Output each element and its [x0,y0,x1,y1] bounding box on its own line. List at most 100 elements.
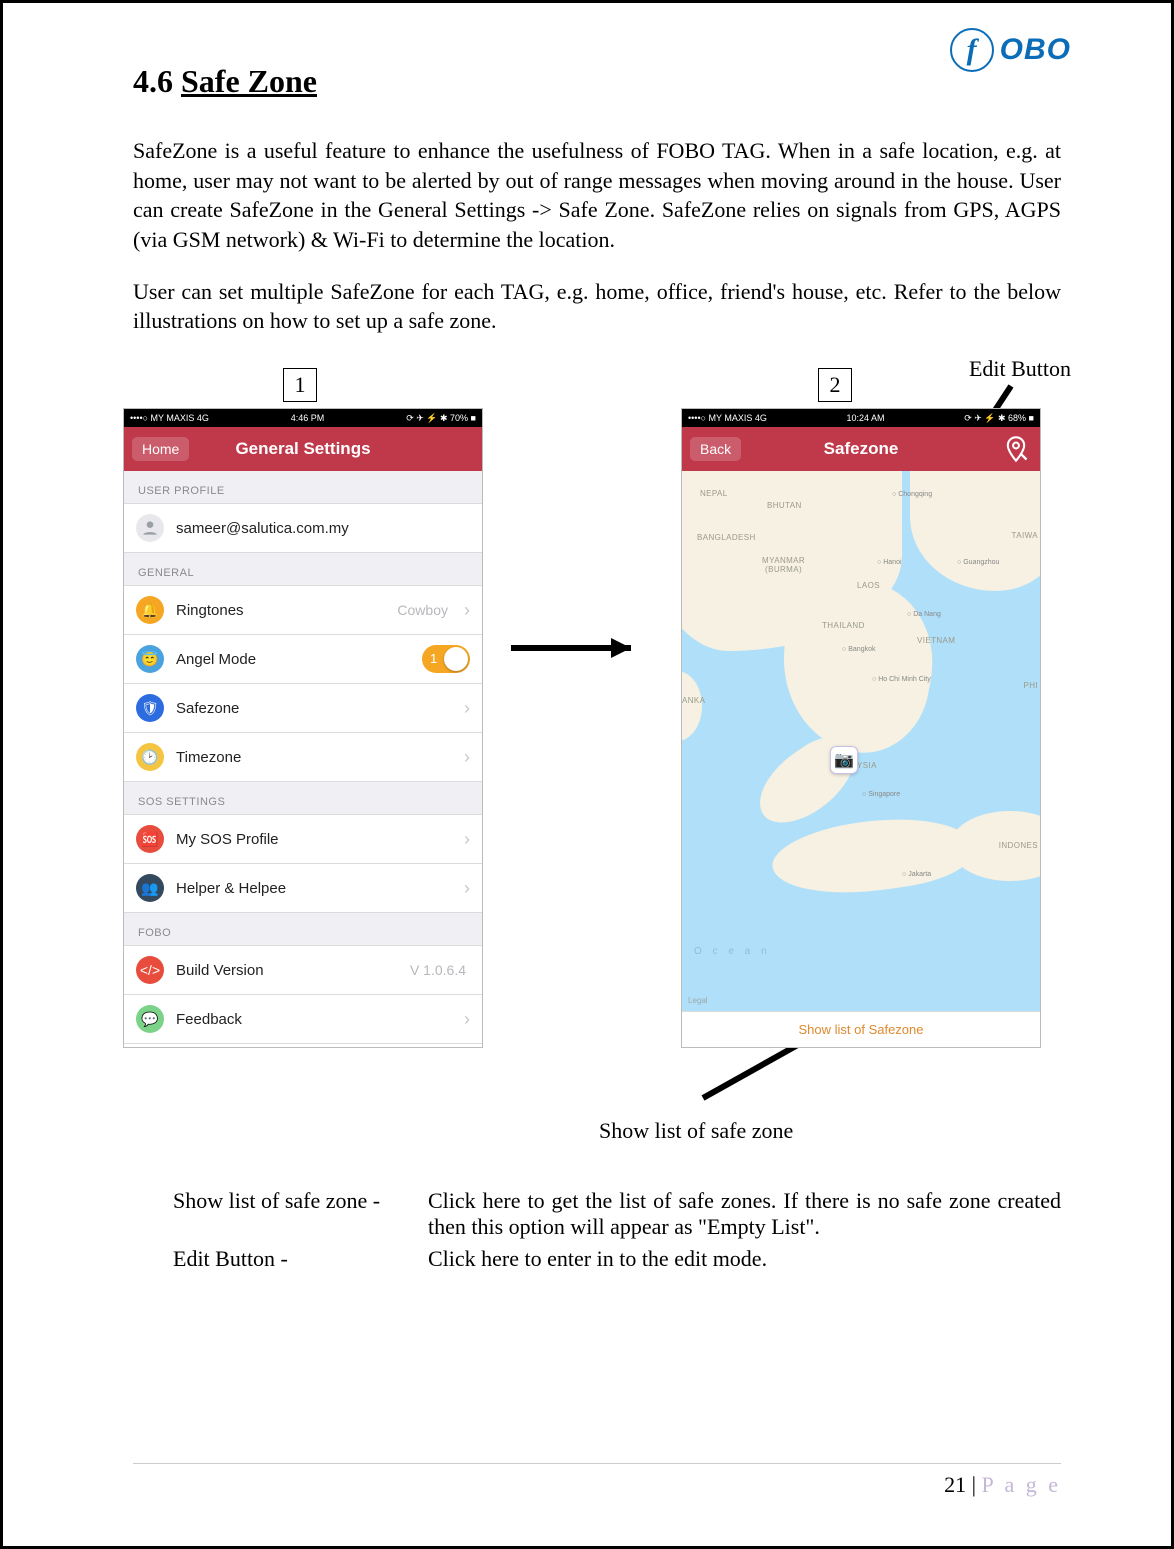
ringtones-value: Cowboy [397,602,448,618]
clock-label: 4:46 PM [291,413,325,423]
timezone-icon: 🕑 [136,743,164,771]
status-bar: ••••○ MY MAXIS 4G 10:24 AM ⟳ ✈ ⚡ ✱ 68% ■ [682,409,1040,427]
settings-list: USER PROFILE sameer@salutica.com.my GENE… [124,471,482,1047]
group-user-profile: USER PROFILE [124,471,482,503]
logo-text: OBO [1000,33,1071,67]
code-icon: </> [136,956,164,984]
chevron-right-icon: › [464,747,470,768]
map-label-ysia: YSIA [857,761,877,770]
definition-show-list: Show list of safe zone - Click here to g… [173,1188,1061,1240]
show-list-safezone-button[interactable]: Show list of Safezone [682,1011,1040,1047]
city-guangzhou: Guangzhou [957,559,999,566]
logo-letter: f [950,28,994,72]
map-label-nepal: NEPAL [700,489,728,498]
screenshot-general-settings: ••••○ MY MAXIS 4G 4:46 PM ⟳ ✈ ⚡ ✱ 70% ■ … [123,408,483,1048]
map-legal-label: Legal [688,996,708,1005]
section-heading: 4.6 Safe Zone [133,63,1061,100]
safezone-icon: 🛡 [136,694,164,722]
map-label-thailand: THAILAND [822,621,865,630]
definition-desc: Click here to enter in to the edit mode. [428,1246,1061,1272]
toggle-value: 1 [430,651,437,666]
nav-header: Back Safezone [682,427,1040,471]
arrow-flow [511,628,661,668]
angel-mode-toggle[interactable]: 1 [422,645,470,673]
show-list-annotation: Show list of safe zone [599,1118,793,1144]
page-footer: 21 | P a g e [133,1463,1061,1498]
section-title-text: Safe Zone [181,63,317,99]
definition-term: Show list of safe zone - [173,1188,428,1240]
chevron-right-icon: › [464,1009,470,1030]
avatar-icon [136,514,164,542]
city-singapore: Singapore [862,791,900,798]
map-label-taiwa: TAIWA [1012,531,1038,540]
screenshot-safezone-map: ••••○ MY MAXIS 4G 10:24 AM ⟳ ✈ ⚡ ✱ 68% ■… [681,408,1041,1048]
map-label-phi: PHI [1023,681,1038,690]
helper-icon: 👥 [136,874,164,902]
figure-1-label: 1 [283,368,317,402]
row-feedback[interactable]: 💬 Feedback › [124,995,482,1044]
city-bangkok: Bangkok [842,646,875,653]
build-version-label: Build Version [176,962,398,979]
bell-icon: 🔔 [136,596,164,624]
section-number: 4.6 [133,63,173,99]
angel-icon: 😇 [136,645,164,673]
row-safezone[interactable]: 🛡 Safezone › [124,684,482,733]
map-label-myanmar: MYANMAR (BURMA) [762,556,805,574]
group-fobo: FOBO [124,913,482,945]
status-icons: ⟳ ✈ ⚡ ✱ 68% ■ [964,413,1034,424]
city-danang: Da Nang [907,611,941,618]
helper-helpee-label: Helper & Helpee [176,880,452,897]
map-label-ocean: O c e a n [694,946,771,957]
home-button[interactable]: Home [132,437,189,461]
map-view[interactable]: NEPAL BHUTAN BANGLADESH MYANMAR (BURMA) … [682,471,1040,1047]
definition-edit-button: Edit Button - Click here to enter in to … [173,1246,1061,1272]
feedback-icon: 💬 [136,1005,164,1033]
ringtones-label: Ringtones [176,602,385,619]
location-pin-icon[interactable]: 📷 [830,746,858,774]
city-chongqing: Chongqing [892,491,932,498]
safezone-label: Safezone [176,700,452,717]
chevron-right-icon: › [464,878,470,899]
map-label-lanka: ANKA [682,696,705,705]
build-version-value: V 1.0.6.4 [410,962,466,978]
status-icons: ⟳ ✈ ⚡ ✱ 70% ■ [406,413,476,424]
page-number: 21 [944,1472,966,1497]
chevron-right-icon: › [464,698,470,719]
definitions-list: Show list of safe zone - Click here to g… [173,1188,1061,1272]
sos-profile-label: My SOS Profile [176,831,452,848]
sos-icon: 🆘 [136,825,164,853]
status-bar: ••••○ MY MAXIS 4G 4:46 PM ⟳ ✈ ⚡ ✱ 70% ■ [124,409,482,427]
chevron-right-icon: › [464,600,470,621]
carrier-label: ••••○ MY MAXIS 4G [688,413,767,423]
map-label-bangladesh: BANGLADESH [697,533,756,542]
map-label-bhutan: BHUTAN [767,501,802,510]
page-label: P a g e [982,1472,1061,1497]
edit-location-icon[interactable] [1002,435,1030,468]
row-terms[interactable]: 📋 Terms and Conditions › [124,1044,482,1047]
chevron-right-icon: › [464,829,470,850]
row-timezone[interactable]: 🕑 Timezone › [124,733,482,782]
row-ringtones[interactable]: 🔔 Ringtones Cowboy › [124,585,482,635]
figures-container: 1 2 Edit Button Show list of safe zone •… [133,358,1061,1118]
edit-button-annotation: Edit Button [969,356,1071,382]
carrier-label: ••••○ MY MAXIS 4G [130,413,209,423]
city-hcmc: Ho Chi Minh City [872,676,931,683]
group-general: GENERAL [124,553,482,585]
paragraph-usage: User can set multiple SafeZone for each … [133,277,1061,336]
definition-desc: Click here to get the list of safe zones… [428,1188,1061,1240]
row-sos-profile[interactable]: 🆘 My SOS Profile › [124,814,482,864]
row-helper-helpee[interactable]: 👥 Helper & Helpee › [124,864,482,913]
nav-header: Home General Settings [124,427,482,471]
row-angel-mode[interactable]: 😇 Angel Mode 1 [124,635,482,684]
angel-mode-label: Angel Mode [176,651,410,668]
paragraph-intro: SafeZone is a useful feature to enhance … [133,136,1061,255]
row-user-email[interactable]: sameer@salutica.com.my [124,503,482,553]
feedback-label: Feedback [176,1011,452,1028]
city-hanoi: Hanoi [877,559,902,566]
back-button[interactable]: Back [690,437,741,461]
definition-term: Edit Button - [173,1246,428,1272]
page-separator: | [966,1472,981,1497]
row-build-version[interactable]: </> Build Version V 1.0.6.4 [124,945,482,995]
timezone-label: Timezone [176,749,452,766]
brand-logo: f OBO [950,28,1071,72]
